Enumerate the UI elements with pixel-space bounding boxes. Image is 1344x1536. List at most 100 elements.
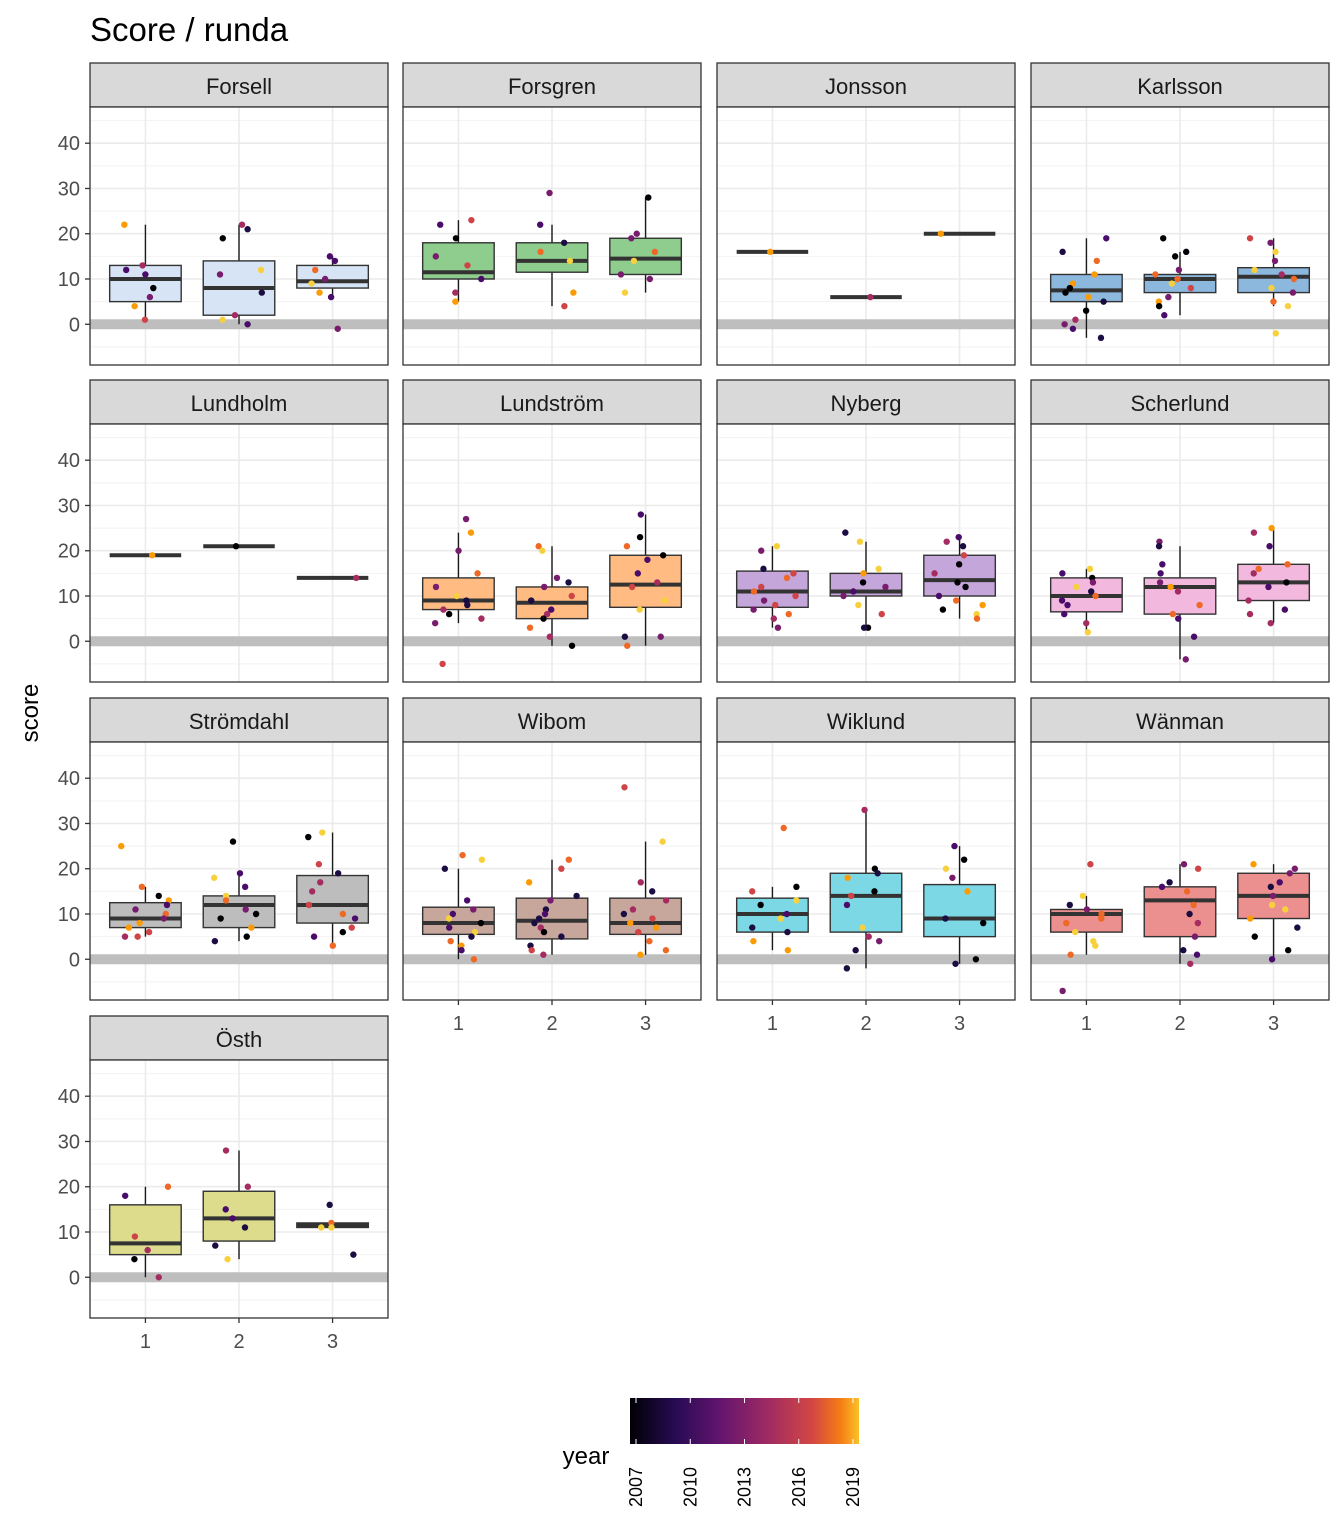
data-point xyxy=(859,579,867,586)
data-point xyxy=(633,230,640,237)
data-point xyxy=(1193,951,1201,958)
data-point xyxy=(1194,919,1202,927)
legend-colorbar xyxy=(630,1398,859,1444)
data-point xyxy=(962,583,969,591)
data-point xyxy=(334,325,341,332)
facet-strip-label: Forsell xyxy=(206,74,272,99)
data-point xyxy=(148,552,156,559)
data-point xyxy=(623,543,631,550)
data-point xyxy=(445,915,453,922)
data-point xyxy=(1290,275,1298,283)
data-point xyxy=(121,933,129,940)
data-point xyxy=(750,588,758,595)
data-point xyxy=(1157,570,1164,577)
box-round-3 xyxy=(296,264,370,289)
data-point xyxy=(1155,302,1163,310)
data-point xyxy=(865,933,872,940)
data-point xyxy=(546,633,554,640)
data-point xyxy=(540,928,548,936)
panel-border xyxy=(402,106,702,366)
data-point xyxy=(867,293,874,301)
y-tick-label: 40 xyxy=(58,133,80,155)
panel-border xyxy=(1030,106,1330,366)
data-point xyxy=(757,901,764,909)
data-point xyxy=(212,1242,219,1249)
facet-strip-label: Forsgren xyxy=(508,74,596,99)
data-point xyxy=(1289,289,1297,296)
data-point xyxy=(257,266,265,274)
data-point xyxy=(1091,271,1098,278)
data-point xyxy=(1083,619,1090,627)
data-point xyxy=(1059,987,1066,995)
data-point xyxy=(131,1255,138,1263)
data-point xyxy=(1247,915,1254,922)
data-point xyxy=(1291,865,1299,872)
data-point xyxy=(547,897,554,904)
panel-border xyxy=(89,106,389,366)
data-point xyxy=(780,824,787,832)
data-point xyxy=(351,915,359,922)
data-point xyxy=(749,924,756,931)
y-tick-label: 20 xyxy=(58,859,80,881)
data-point xyxy=(446,924,453,931)
box-round-1 xyxy=(421,906,495,936)
data-point xyxy=(621,289,629,296)
box-round-2 xyxy=(515,242,589,273)
data-point xyxy=(860,570,867,577)
data-point xyxy=(136,919,143,927)
facet-strip xyxy=(89,379,389,425)
data-point xyxy=(568,642,576,649)
data-point xyxy=(651,248,659,256)
data-point xyxy=(1183,888,1191,895)
data-point xyxy=(952,960,959,967)
x-tick-label: 1 xyxy=(767,1013,778,1035)
data-point xyxy=(770,615,777,622)
data-point xyxy=(1059,248,1066,256)
data-point xyxy=(793,897,800,904)
data-point xyxy=(440,606,447,613)
data-point xyxy=(329,942,337,949)
panel-border xyxy=(89,423,389,683)
data-point xyxy=(637,951,644,958)
facet-strip xyxy=(716,379,1016,425)
data-point xyxy=(760,565,767,573)
data-point xyxy=(1156,579,1164,586)
data-point xyxy=(973,615,981,622)
data-point xyxy=(163,901,171,909)
data-point xyxy=(568,592,575,600)
data-point xyxy=(1175,615,1182,622)
data-point xyxy=(536,221,544,228)
facet-wänman: Wänman 1 2 3 xyxy=(1030,697,1330,1035)
data-point xyxy=(525,879,533,886)
data-point xyxy=(1097,334,1105,342)
data-point xyxy=(331,257,339,265)
data-point xyxy=(150,284,157,292)
data-point xyxy=(1246,235,1254,242)
data-point xyxy=(1282,906,1289,913)
data-point xyxy=(952,597,960,604)
data-point xyxy=(560,239,568,246)
data-point xyxy=(1092,942,1099,949)
data-point xyxy=(1194,865,1202,872)
data-point xyxy=(630,257,638,265)
data-point xyxy=(1083,906,1091,913)
data-point xyxy=(646,937,653,945)
data-point xyxy=(635,928,642,936)
data-point xyxy=(1160,235,1167,242)
facet-forsgren: Forsgren xyxy=(402,62,702,366)
data-point xyxy=(458,947,465,954)
legend-title: year xyxy=(563,1443,610,1470)
data-point xyxy=(628,583,636,591)
data-point xyxy=(949,874,956,881)
facet-strip-label: Wiklund xyxy=(827,709,905,734)
data-point xyxy=(627,919,634,927)
facet-strip-label: Wibom xyxy=(518,709,586,734)
data-point xyxy=(1064,601,1071,609)
data-point xyxy=(1059,570,1066,577)
data-point xyxy=(537,924,544,931)
y-tick-label: 30 xyxy=(58,178,80,200)
y-tick-label: 10 xyxy=(58,586,80,608)
y-tick-label: 0 xyxy=(69,949,80,971)
y-tick-label: 0 xyxy=(69,631,80,653)
data-point xyxy=(431,619,439,627)
